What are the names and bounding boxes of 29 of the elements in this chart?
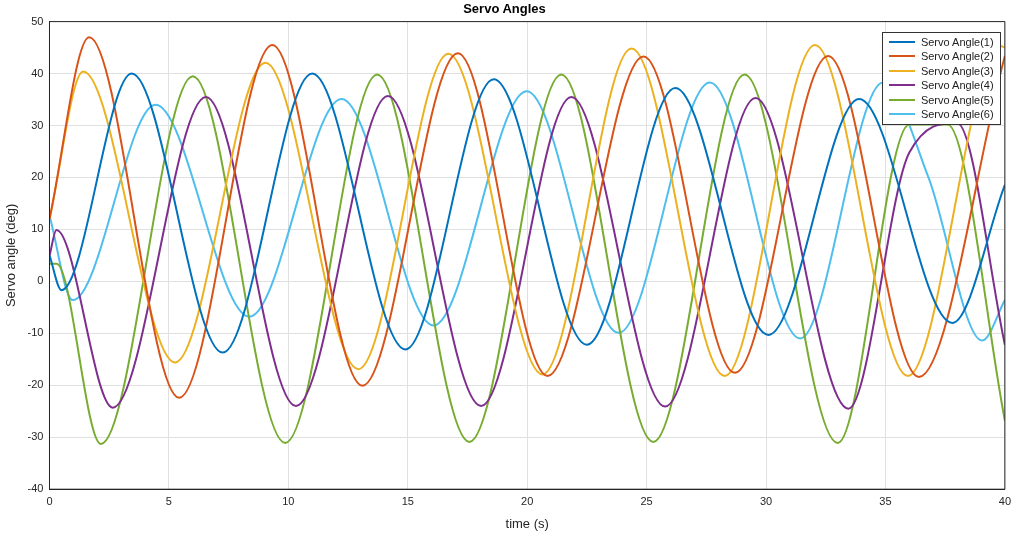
y-tick-label: 10: [31, 222, 44, 235]
legend-label: Servo Angle(3): [920, 63, 994, 79]
legend-label: Servo Angle(5): [920, 92, 994, 108]
x-tick-label: 0: [46, 494, 53, 507]
x-axis-title: time (s): [505, 515, 549, 531]
x-tick-label: 35: [879, 494, 892, 507]
legend-label: Servo Angle(4): [920, 78, 994, 93]
legend-label: Servo Angle(6): [920, 107, 994, 122]
legend-label: Servo Angle(1): [920, 34, 994, 50]
y-tick-label: -20: [27, 378, 44, 391]
y-tick-label: 50: [31, 14, 44, 27]
y-tick-label: 40: [31, 66, 44, 79]
x-tick-label: 5: [165, 494, 172, 507]
chart-title: Servo Angles: [463, 1, 546, 17]
x-tick-label: 20: [521, 494, 534, 507]
x-tick-label: 30: [759, 494, 773, 507]
x-tick-label: 15: [401, 494, 414, 507]
y-tick-label: -30: [27, 430, 44, 443]
y-tick-label: 20: [31, 170, 44, 183]
legend-label: Servo Angle(2): [920, 49, 994, 64]
y-axis-title: Servo angle (deg): [3, 203, 19, 308]
x-tick-label: 10: [282, 494, 295, 507]
y-tick-label: -10: [27, 326, 44, 339]
y-tick-label: -40: [27, 482, 44, 495]
y-tick-label: 0: [37, 274, 44, 287]
x-tick-label: 40: [998, 494, 1012, 507]
y-tick-label: 30: [31, 118, 44, 131]
x-tick-label: 25: [640, 494, 653, 507]
line-series: [49, 94, 1005, 410]
